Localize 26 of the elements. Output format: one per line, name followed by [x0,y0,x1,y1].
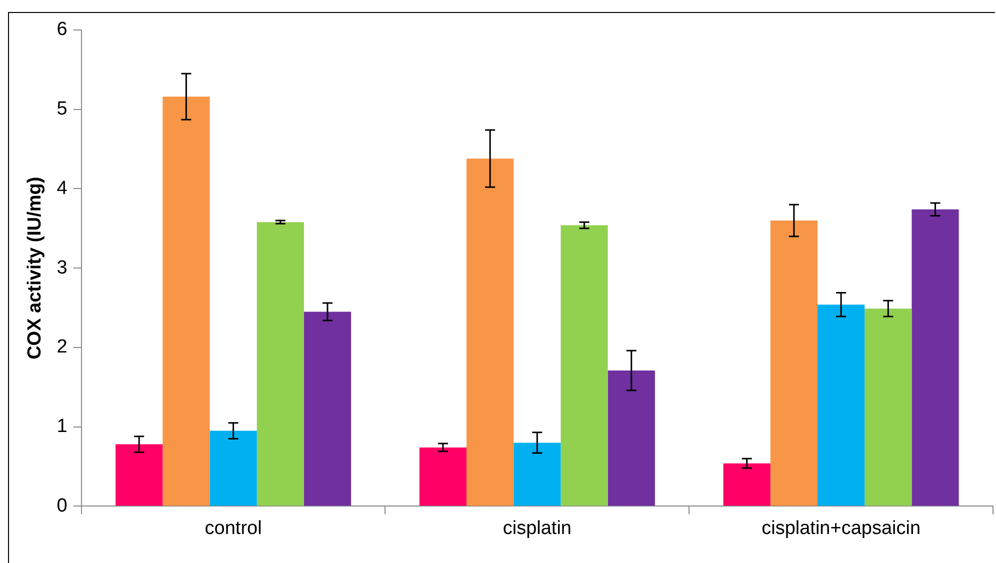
bar [560,225,608,506]
y-tick-label: 3 [56,257,68,278]
y-tick-label: 6 [56,19,68,40]
y-tick-label: 2 [56,336,68,358]
bar [608,370,655,506]
bar [723,463,770,506]
bar [912,209,959,506]
bar [162,96,210,506]
y-tick-label: 5 [56,98,68,120]
x-tick-label: cisplatin+capsaicin [762,518,921,539]
bar [304,312,352,506]
bar [466,158,514,506]
y-tick-label: 1 [56,416,68,438]
bar [514,442,561,506]
x-tick-label: cisplatin [502,518,572,539]
bar [419,447,467,506]
y-tick-label: 4 [56,178,68,199]
x-tick-label: control [204,518,262,539]
bar [770,220,818,506]
bar [818,304,865,506]
y-tick-label: 0 [56,495,68,516]
bar [210,430,257,506]
bar [864,308,912,506]
y-axis-title: COX activity (IU/mg) [24,176,46,360]
bar [116,444,163,506]
bar [256,222,304,506]
